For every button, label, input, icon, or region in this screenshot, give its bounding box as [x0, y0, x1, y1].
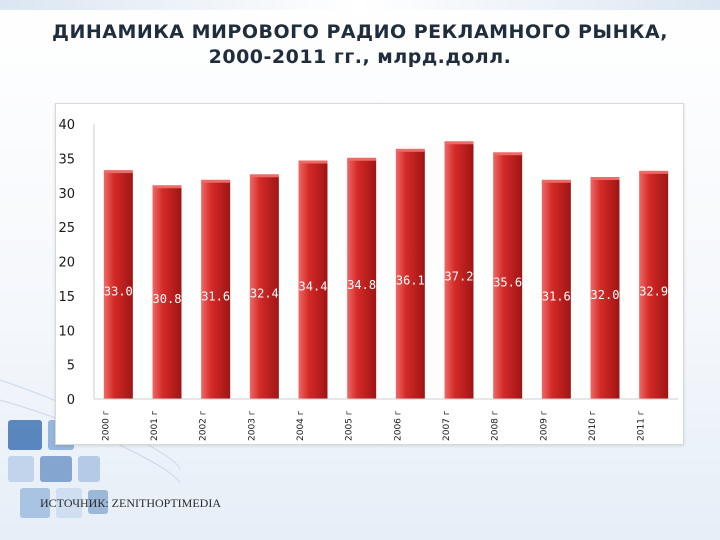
bar-2001-г [152, 187, 182, 399]
bar-cap [444, 141, 474, 145]
y-tick-label: 5 [67, 359, 75, 374]
value-label: 37.2 [445, 270, 474, 284]
bar-cap [152, 185, 182, 189]
category-label: 2005 г [345, 410, 355, 441]
bar-cap [103, 170, 133, 174]
bar-cap [493, 152, 523, 156]
category-label: 2006 г [393, 410, 403, 441]
slide-title: ДИНАМИКА МИРОВОГО РАДИО РЕКЛАМНОГО РЫНКА… [20, 20, 700, 70]
category-label: 2004 г [296, 410, 306, 441]
bar-2007-г [444, 143, 474, 399]
bar-cap [298, 160, 328, 164]
y-tick-label: 0 [67, 393, 75, 408]
bar-2009-г [541, 181, 571, 399]
value-label: 32.0 [591, 288, 620, 302]
bar-2005-г [347, 159, 377, 399]
y-tick-label: 10 [58, 324, 75, 339]
bar-cap [249, 174, 279, 178]
y-tick-label: 40 [58, 118, 75, 133]
bar-cap [347, 157, 377, 161]
bar-2010-г [590, 179, 620, 399]
bar-2000-г [103, 172, 133, 399]
category-label: 2003 г [247, 410, 257, 441]
source-note: ИСТОЧНИК: ZENITHOPTIMEDIA [40, 496, 221, 510]
bar-2008-г [493, 154, 523, 399]
bar-2011-г [639, 172, 669, 399]
bar-2004-г [298, 162, 328, 399]
y-tick-label: 20 [58, 256, 75, 271]
category-label: 2007 г [442, 410, 452, 441]
bar-cap [201, 179, 231, 183]
value-label: 32.4 [250, 286, 279, 300]
bar-cap [541, 179, 571, 183]
category-label: 2009 г [539, 410, 549, 441]
category-label: 2010 г [588, 410, 598, 441]
bar-cap [639, 170, 669, 174]
bar-2002-г [201, 181, 231, 399]
category-label: 2002 г [199, 410, 209, 441]
value-label: 31.6 [201, 289, 230, 303]
bar-2006-г [395, 150, 425, 399]
value-label: 35.6 [493, 275, 522, 289]
chart-frame: 0 5 10 15 20 25 30 35 40 33.0 30.8 31.6 32.4 34.4 34.… [55, 103, 684, 445]
value-label: 34.8 [347, 278, 376, 292]
bar-2003-г [249, 176, 279, 399]
top-band [0, 0, 720, 10]
title-line-1: ДИНАМИКА МИРОВОГО РАДИО РЕКЛАМНОГО РЫНКА… [52, 21, 668, 43]
value-label: 31.6 [542, 289, 571, 303]
title-line-2: 2000-2011 гг., млрд.долл. [208, 46, 512, 68]
y-tick-label: 30 [58, 187, 75, 202]
bar-cap [590, 177, 620, 180]
value-label: 33.0 [104, 284, 133, 298]
value-label: 36.1 [396, 274, 425, 288]
bar-chart: 0 5 10 15 20 25 30 35 40 33.0 30.8 31.6 32.4 34.4 34.… [58, 118, 678, 441]
value-label: 32.9 [639, 285, 668, 299]
y-tick-label: 25 [58, 221, 75, 236]
y-tick-label: 35 [58, 152, 75, 167]
category-label: 2011 г [637, 410, 647, 441]
y-tick-label: 15 [58, 290, 75, 305]
category-label: 2001 г [150, 410, 160, 441]
category-label: 2008 г [491, 410, 501, 441]
bar-cap [395, 148, 425, 152]
category-label: 2000 г [101, 410, 111, 441]
value-label: 30.8 [153, 292, 182, 306]
value-label: 34.4 [299, 279, 328, 293]
